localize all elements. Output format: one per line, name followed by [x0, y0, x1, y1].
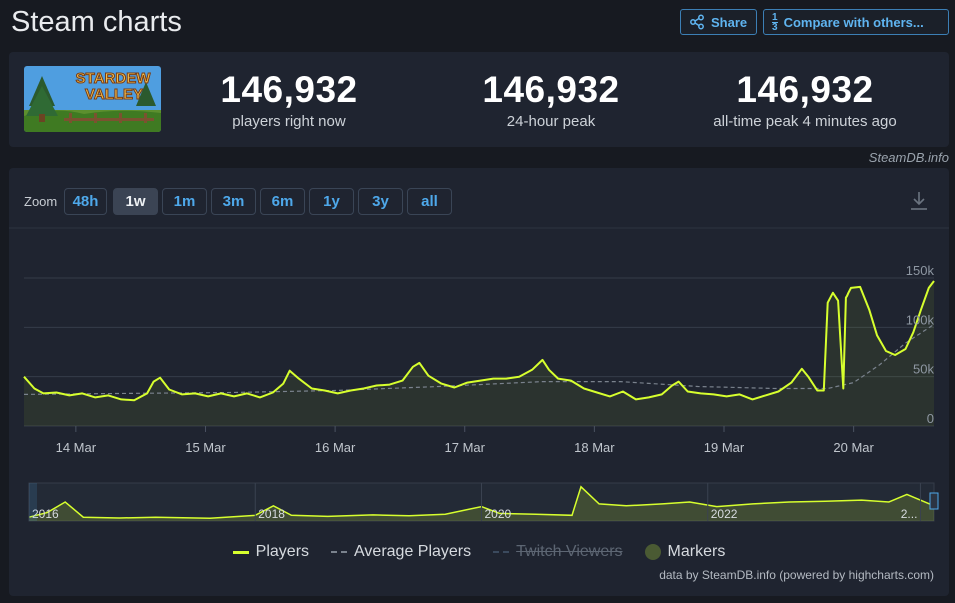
- stats-panel: STARDEW VALLEY 146,932 players right now…: [9, 52, 949, 147]
- y-tick-label: 0: [927, 411, 934, 426]
- average-players-line: [23, 323, 935, 395]
- share-icon: [690, 14, 704, 30]
- chart-legend: Players Average Players Twitch Viewers M…: [9, 543, 949, 561]
- game-logo[interactable]: STARDEW VALLEY: [24, 66, 161, 132]
- powered-by[interactable]: data by SteamDB.info (powered by highcha…: [659, 568, 934, 582]
- stat-current-value: 146,932: [220, 69, 358, 110]
- zoom-1w-button[interactable]: 1w: [113, 188, 158, 215]
- stat-alltime-peak-value: 146,932: [736, 69, 874, 110]
- zoom-label: Zoom: [24, 194, 58, 209]
- x-tick-label: 15 Mar: [185, 440, 226, 455]
- legend-players-swatch: [232, 550, 249, 554]
- legend-twitch-viewers[interactable]: Twitch Viewers: [493, 543, 623, 561]
- navigator-tick-label: 2...: [901, 507, 918, 521]
- share-label: Share: [711, 14, 748, 30]
- svg-text:VALLEY: VALLEY: [85, 86, 143, 103]
- legend-average-players[interactable]: Average Players: [331, 543, 471, 561]
- navigator-tick-label: 2018: [258, 507, 285, 521]
- page-title: Steam charts: [11, 6, 182, 38]
- navigator-line: [28, 485, 935, 520]
- zoom-all-button[interactable]: all: [407, 188, 452, 215]
- navigator-tick-label: 2016: [32, 507, 59, 521]
- stat-24h-peak-label: 24-hour peak: [506, 113, 596, 130]
- download-icon[interactable]: [909, 190, 929, 217]
- navigator-handle[interactable]: [929, 492, 939, 510]
- x-tick-label: 18 Mar: [574, 440, 615, 455]
- stat-24h-peak: 146,932 24-hour peak: [461, 69, 641, 131]
- x-tick-label: 19 Mar: [704, 440, 745, 455]
- x-tick-label: 14 Mar: [56, 440, 97, 455]
- legend-players[interactable]: Players: [232, 543, 309, 561]
- players-chart[interactable]: 0 50k 100k 150k 14 Mar 15 Mar 16 Mar 17 Mar 18 M…: [9, 168, 949, 596]
- legend-twitch-swatch: [493, 551, 510, 553]
- zoom-1y-button[interactable]: 1y: [309, 188, 354, 215]
- svg-text:STARDEW: STARDEW: [76, 70, 152, 87]
- stat-alltime-peak: 146,932 all-time peak 4 minutes ago: [705, 69, 905, 131]
- x-tick-label: 20 Mar: [833, 440, 874, 455]
- share-button[interactable]: Share: [680, 9, 757, 35]
- legend-markers-swatch: [644, 544, 661, 560]
- y-tick-label: 150k: [906, 263, 935, 278]
- navigator-left-mask: [29, 483, 37, 521]
- players-area: [24, 281, 934, 426]
- navigator-tick-label: 2022: [711, 507, 738, 521]
- x-tick-label: 16 Mar: [315, 440, 356, 455]
- zoom-1m-button[interactable]: 1m: [162, 188, 207, 215]
- stat-alltime-peak-label: all-time peak 4 minutes ago: [713, 113, 897, 130]
- y-tick-label: 50k: [913, 362, 934, 377]
- legend-markers[interactable]: Markers: [644, 543, 725, 561]
- navigator-tick-label: 2020: [485, 507, 512, 521]
- stat-current: 146,932 players right now: [199, 69, 379, 131]
- zoom-48h-button[interactable]: 48h: [64, 188, 107, 215]
- y-tick-label: 100k: [906, 312, 935, 327]
- chart-panel: Zoom 48h 1w 1m 3m 6m 1y 3y all 0 50k 100k 1…: [9, 168, 949, 596]
- zoom-3m-button[interactable]: 3m: [211, 188, 256, 215]
- zoom-6m-button[interactable]: 6m: [260, 188, 305, 215]
- steamdb-credit[interactable]: SteamDB.info: [868, 150, 949, 165]
- x-tick-label: 17 Mar: [445, 440, 486, 455]
- compare-label: Compare with others...: [783, 14, 924, 30]
- zoom-3y-button[interactable]: 3y: [358, 188, 403, 215]
- stat-current-label: players right now: [232, 113, 346, 130]
- stat-24h-peak-value: 146,932: [482, 69, 620, 110]
- players-line: [23, 280, 935, 402]
- legend-average-swatch: [331, 551, 348, 553]
